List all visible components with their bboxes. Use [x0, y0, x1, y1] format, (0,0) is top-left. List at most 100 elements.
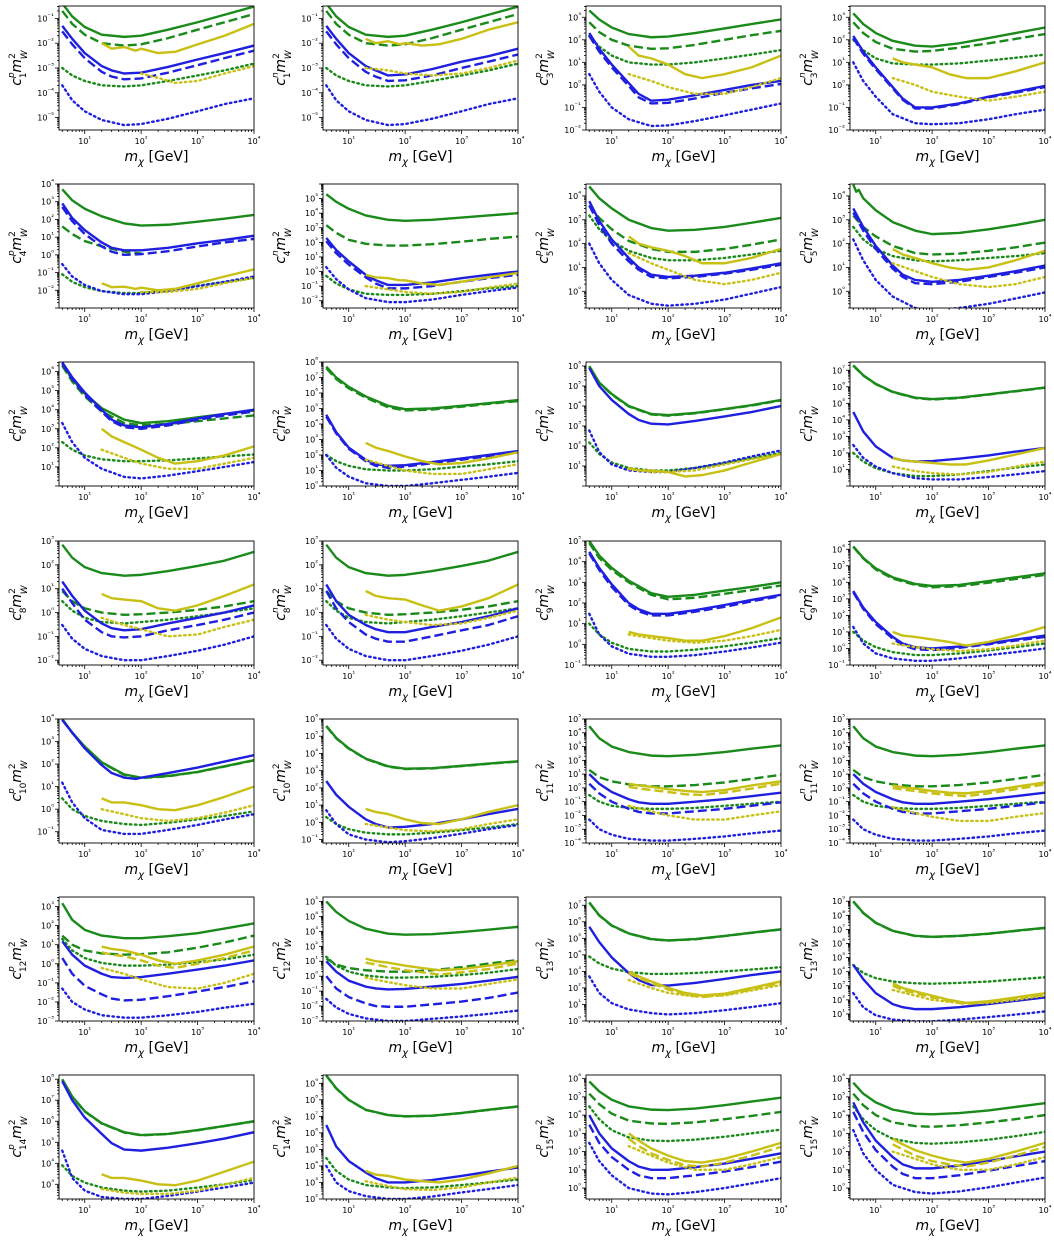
series-group [325, 6, 518, 127]
y-tick-label: 10⁵ [568, 932, 581, 943]
y-tick-label: 10⁻¹ [828, 101, 845, 112]
x-tick-label: 10² [926, 848, 939, 859]
y-tick-label: 10³ [41, 901, 54, 912]
series-group [325, 900, 518, 1021]
series-yellow-dashed [892, 783, 1045, 798]
y-tick-label: 10² [832, 994, 845, 1005]
x-tick-label: 10¹ [342, 135, 355, 146]
series-blue-solid [588, 773, 781, 805]
y-tick-label: 10¹ [832, 56, 845, 67]
series-yellow-solid [892, 625, 1045, 647]
y-tick-label: 10² [568, 754, 581, 765]
series-yellow-dotted [139, 276, 254, 294]
series-blue-dashed [588, 35, 781, 105]
x-tick-label: 10² [399, 1204, 412, 1215]
x-axis-label: mχ [GeV] [125, 684, 189, 703]
series-yellow-dotted [891, 988, 1045, 1005]
series-blue-dotted [61, 781, 254, 836]
y-tick-label: 10⁵ [568, 1091, 581, 1102]
series-group [325, 365, 518, 486]
series-yellow-dotted [627, 978, 781, 998]
x-tick-label: 10⁴ [512, 670, 525, 681]
y-tick-label: 10⁴ [832, 414, 845, 425]
x-tick-label: 10² [399, 491, 412, 502]
series-group [588, 541, 781, 658]
plot-frame [322, 183, 519, 309]
y-tick-label: 10² [41, 213, 54, 224]
plot-frame [58, 183, 255, 309]
y-tick-label: 10¹ [568, 460, 581, 471]
x-tick-label: 10³ [455, 1026, 468, 1037]
plot-frame [585, 540, 782, 666]
x-tick-label: 10³ [191, 670, 204, 681]
y-tick-label: 10⁰ [41, 249, 54, 260]
x-tick-label: 10¹ [605, 848, 618, 859]
series-blue-dotted [852, 991, 1045, 1021]
series-blue-dotted [852, 1128, 1045, 1195]
series-yellow-solid [365, 441, 518, 466]
series-blue-dotted [61, 623, 254, 662]
y-axis-label: cn 14m2 W [271, 1115, 294, 1157]
y-tick-label: 10³ [568, 741, 581, 752]
x-tick-label: 10³ [455, 313, 468, 324]
y-tick-label: 10³ [832, 214, 845, 225]
y-tick-label: 10³ [568, 11, 581, 22]
y-tick-label: 10³ [41, 535, 54, 546]
x-axis-label: mχ [GeV] [652, 149, 716, 168]
y-tick-label: 10¹ [41, 231, 54, 242]
y-tick-label: 10⁵ [305, 403, 318, 414]
y-tick-label: 10¹ [832, 626, 845, 637]
series-yellow-dashed [892, 984, 1045, 1006]
x-tick-label: 10⁴ [775, 848, 788, 859]
series-group [61, 362, 254, 480]
series-green-dashed [61, 10, 254, 47]
series-yellow-solid [627, 45, 781, 80]
y-tick-label: 10² [568, 440, 581, 451]
y-tick-label: 10² [305, 940, 318, 951]
x-axis-label: mχ [GeV] [125, 1218, 189, 1236]
plot-frame [849, 540, 1046, 666]
series-blue-dashed [588, 552, 781, 617]
y-tick-label: 10³ [832, 430, 845, 441]
x-tick-label: 10³ [982, 670, 995, 681]
series-green-dotted [325, 453, 518, 472]
x-tick-label: 10³ [455, 848, 468, 859]
series-green-dotted [852, 38, 1045, 66]
x-tick-label: 10¹ [869, 313, 882, 324]
series-blue-dashed [852, 591, 1045, 652]
panel-c12-n: 10¹ 10² 10³ 10⁴ 10⁻³ 10⁻² 10⁻¹ 10⁰ 10¹ 10² 10³ 10⁴ 1… [271, 895, 525, 1059]
x-tick-label: 10⁴ [248, 1026, 261, 1037]
series-yellow-dotted [100, 966, 254, 990]
y-tick-label: 10⁰ [568, 1182, 581, 1193]
series-yellow-solid [365, 1164, 518, 1184]
y-tick-label: 10⁴ [568, 556, 581, 567]
x-tick-label: 10³ [191, 491, 204, 502]
x-tick-label: 10³ [191, 313, 204, 324]
series-yellow-dotted [100, 448, 254, 470]
y-tick-label: 10⁴ [41, 178, 54, 189]
series-green-dotted [588, 793, 781, 811]
y-tick-label: 10⁵ [41, 385, 54, 396]
y-tick-label: 10⁻² [301, 654, 318, 665]
series-blue-dotted [852, 443, 1045, 481]
series-group [852, 545, 1045, 662]
x-tick-label: 10³ [455, 1204, 468, 1215]
y-tick-label: 10⁵ [568, 535, 581, 546]
x-tick-label: 10¹ [78, 1026, 91, 1037]
y-tick-label: 10² [832, 609, 845, 620]
x-tick-label: 10⁴ [775, 670, 788, 681]
series-green-dashed [325, 957, 518, 973]
x-tick-label: 10² [135, 670, 148, 681]
y-tick-label: 10⁵ [832, 952, 845, 963]
x-tick-label: 10¹ [78, 313, 91, 324]
x-tick-label: 10¹ [869, 491, 882, 502]
x-tick-label: 10² [662, 1204, 675, 1215]
y-axis-label: cn 12m2 W [271, 937, 294, 979]
series-green-dashed [61, 934, 254, 956]
series-green-dotted [325, 62, 518, 88]
x-axis-label: mχ [GeV] [652, 862, 716, 881]
y-tick-label: 10⁶ [568, 360, 581, 371]
series-yellow-dotted [627, 1144, 781, 1172]
